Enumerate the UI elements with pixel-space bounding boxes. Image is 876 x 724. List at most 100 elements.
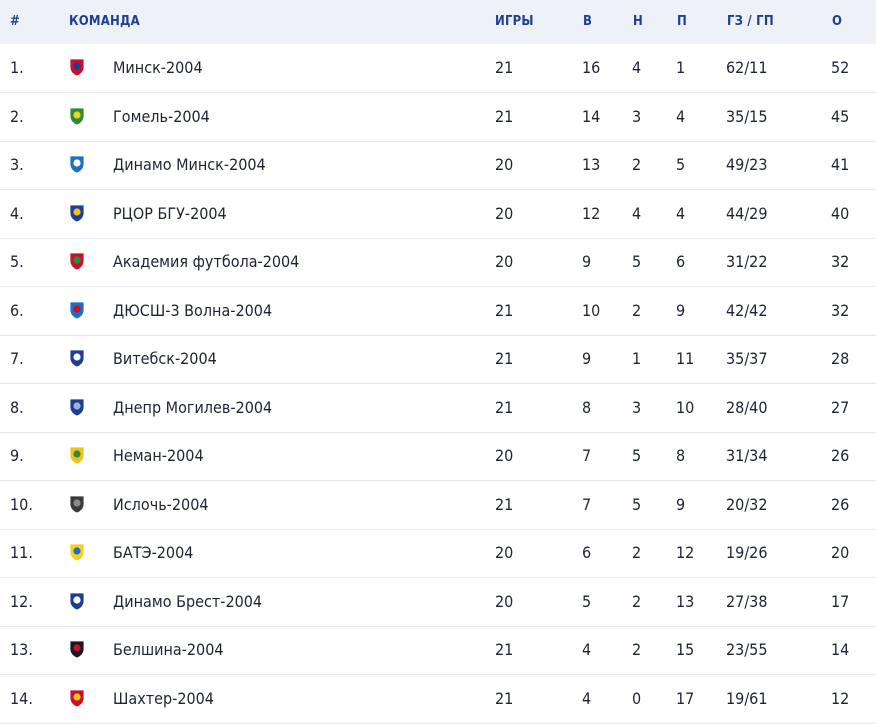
losses-cell: 13	[676, 591, 695, 611]
table-row[interactable]: 9. Неман-2004 20 7 5 8 31/34 26	[0, 432, 876, 481]
neman-crest-icon	[69, 446, 85, 465]
games-cell: 21	[495, 494, 514, 514]
losses-cell: 9	[676, 494, 686, 514]
header-games: ИГРЫ	[495, 14, 534, 29]
team-name-link[interactable]: Неман-2004	[113, 446, 204, 465]
games-cell: 21	[495, 349, 514, 368]
bate-crest-icon	[69, 543, 85, 562]
draws-cell: 4	[632, 58, 642, 77]
games-cell: 20	[495, 203, 514, 223]
points-cell: 26	[831, 494, 850, 514]
wins-cell: 5	[582, 591, 592, 611]
team-name-link[interactable]: Гомель-2004	[113, 106, 210, 126]
team-name-link[interactable]: Академия футбола-2004	[113, 252, 300, 271]
losses-cell: 5	[676, 155, 686, 174]
position-cell: 6.	[10, 300, 24, 320]
dinamo-minsk-crest-icon	[69, 155, 85, 174]
draws-cell: 0	[632, 688, 642, 708]
table-row[interactable]: 10. Ислочь-2004 21 7 5 9 20/32 26	[0, 481, 876, 530]
volna-crest-icon	[69, 301, 85, 319]
table-row[interactable]: 1. Минск-2004 21 16 4 1 62/11 52	[0, 44, 876, 93]
team-name-link[interactable]: РЦОР БГУ-2004	[113, 203, 227, 223]
losses-cell: 15	[676, 640, 695, 659]
header-draws: Н	[633, 14, 643, 29]
games-cell: 20	[495, 446, 514, 465]
position-cell: 3.	[10, 155, 24, 174]
gomel-crest-icon	[69, 107, 85, 125]
wins-cell: 13	[582, 155, 601, 174]
table-row[interactable]: 11. БАТЭ-2004 20 6 2 12 19/26 20	[0, 529, 876, 578]
table-header: # КОМАНДА ИГРЫ В Н П ГЗ / ГП О	[0, 0, 876, 44]
losses-cell: 17	[676, 688, 695, 708]
belshina-crest-icon	[69, 640, 85, 659]
team-name-link[interactable]: Днепр Могилев-2004	[113, 397, 273, 417]
table-row[interactable]: 3. Динамо Минск-2004 20 13 2 5 49/23 41	[0, 141, 876, 190]
header-team: КОМАНДА	[69, 14, 140, 29]
draws-cell: 2	[632, 155, 642, 174]
table-row[interactable]: 12. Динамо Брест-2004 20 5 2 13 27/38 17	[0, 578, 876, 627]
vitebsk-crest-icon	[69, 349, 85, 368]
points-cell: 32	[831, 300, 850, 320]
team-name-link[interactable]: Динамо Брест-2004	[113, 591, 263, 611]
goals-cell: 27/38	[726, 591, 768, 611]
table-row[interactable]: 5. Академия футбола-2004 20 9 5 6 31/22 32	[0, 238, 876, 287]
table-row[interactable]: 13. Белшина-2004 21 4 2 15 23/55 14	[0, 626, 876, 675]
wins-cell: 9	[582, 349, 592, 368]
header-losses: П	[677, 14, 687, 29]
points-cell: 40	[831, 203, 850, 223]
wins-cell: 8	[582, 397, 592, 417]
draws-cell: 5	[632, 252, 642, 271]
header-wins: В	[583, 14, 593, 29]
draws-cell: 2	[632, 591, 642, 611]
table-row[interactable]: 7. Витебск-2004 21 9 1 11 35/37 28	[0, 335, 876, 384]
wins-cell: 9	[582, 252, 592, 271]
draws-cell: 1	[632, 349, 642, 368]
wins-cell: 16	[582, 58, 601, 77]
isloch-crest-icon	[69, 495, 85, 513]
table-row[interactable]: 8. Днепр Могилев-2004 21 8 3 10 28/40 27	[0, 384, 876, 433]
games-cell: 21	[495, 688, 514, 708]
team-name-link[interactable]: БАТЭ-2004	[113, 543, 194, 562]
position-cell: 12.	[10, 591, 33, 611]
table-row[interactable]: 6. ДЮСШ-3 Волна-2004 21 10 2 9 42/42 32	[0, 287, 876, 336]
minsk-crest-icon	[69, 58, 85, 77]
losses-cell: 1	[676, 58, 686, 77]
team-name-link[interactable]: Динамо Минск-2004	[113, 155, 266, 174]
games-cell: 21	[495, 640, 514, 659]
goals-cell: 19/61	[726, 688, 768, 708]
header-goals: ГЗ / ГП	[727, 14, 774, 29]
team-name-link[interactable]: Витебск-2004	[113, 349, 217, 368]
losses-cell: 4	[676, 203, 686, 223]
dnepr-crest-icon	[69, 398, 85, 416]
table-row[interactable]: 2. Гомель-2004 21 14 3 4 35/15 45	[0, 93, 876, 142]
points-cell: 17	[831, 591, 850, 611]
wins-cell: 12	[582, 203, 601, 223]
points-cell: 26	[831, 446, 850, 465]
table-row[interactable]: 14. Шахтер-2004 21 4 0 17 19/61 12	[0, 675, 876, 724]
goals-cell: 20/32	[726, 494, 768, 514]
points-cell: 45	[831, 106, 850, 126]
table-row[interactable]: 4. РЦОР БГУ-2004 20 12 4 4 44/29 40	[0, 190, 876, 239]
team-name-link[interactable]: Белшина-2004	[113, 640, 224, 659]
draws-cell: 5	[632, 494, 642, 514]
games-cell: 20	[495, 543, 514, 562]
losses-cell: 10	[676, 397, 695, 417]
goals-cell: 31/22	[726, 252, 768, 271]
losses-cell: 8	[676, 446, 686, 465]
points-cell: 27	[831, 397, 850, 417]
team-name-link[interactable]: ДЮСШ-3 Волна-2004	[113, 300, 273, 320]
games-cell: 21	[495, 397, 514, 417]
team-name-link[interactable]: Шахтер-2004	[113, 688, 214, 708]
points-cell: 14	[831, 640, 850, 659]
goals-cell: 35/15	[726, 106, 768, 126]
header-position: #	[10, 14, 21, 29]
wins-cell: 7	[582, 446, 592, 465]
draws-cell: 2	[632, 543, 642, 562]
team-name-link[interactable]: Ислочь-2004	[113, 494, 209, 514]
position-cell: 7.	[10, 349, 24, 368]
goals-cell: 44/29	[726, 203, 768, 223]
draws-cell: 4	[632, 203, 642, 223]
points-cell: 41	[831, 155, 850, 174]
goals-cell: 19/26	[726, 543, 768, 562]
team-name-link[interactable]: Минск-2004	[113, 58, 203, 77]
